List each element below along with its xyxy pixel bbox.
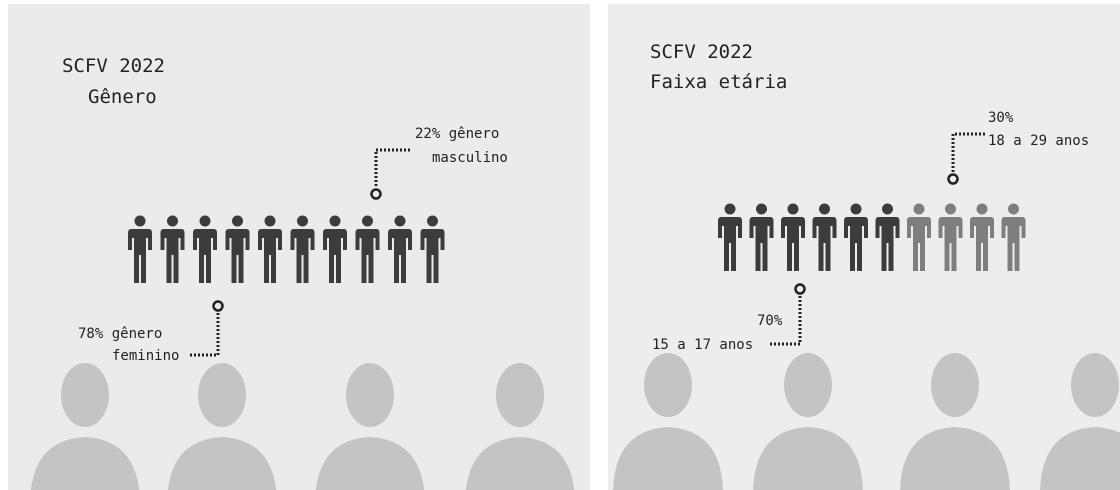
page: SCFV 2022 Gênero 22% gênero masculino 78… (0, 0, 1120, 490)
callout-line: 18 a 29 anos (988, 133, 1089, 149)
title: SCFV 2022 (62, 55, 165, 77)
callout-line: 78% gênero (78, 326, 162, 342)
callout-line: 15 a 17 anos (652, 337, 753, 353)
callout-line: masculino (432, 150, 508, 166)
infographic: SCFV 2022 Gênero 22% gênero masculino 78… (0, 0, 1120, 490)
callout-line: feminino (112, 348, 179, 364)
subtitle: Faixa etária (650, 71, 787, 93)
callout-line: 70% (757, 313, 783, 329)
title: SCFV 2022 (650, 41, 753, 63)
callout-line: 22% gênero (415, 126, 499, 142)
callout-line: 30% (988, 110, 1014, 126)
subtitle: Gênero (88, 86, 157, 108)
